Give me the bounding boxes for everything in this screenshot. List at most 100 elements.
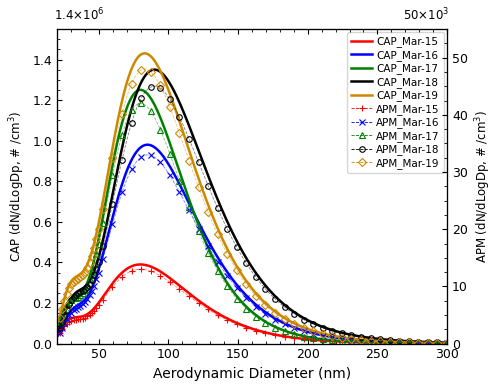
CAP_Mar-16 [123,171,129,175]
APM_Mar-19 [80,273,86,277]
CAP_Mar-19 [155,64,161,69]
CAP_Mar-18 [54,332,60,337]
Legend: CAP_Mar-15, CAP_Mar-16, CAP_Mar-17, CAP_Mar-18, CAP_Mar-19, APM_Mar-15, APM_Mar-: CAP_Mar-15, CAP_Mar-16, CAP_Mar-17, CAP_… [347,32,444,173]
APM_Mar-16 [56,330,62,335]
Line: APM_Mar-18: APM_Mar-18 [57,84,450,345]
Line: CAP_Mar-16: CAP_Mar-16 [57,145,447,343]
CAP_Mar-18 [123,128,129,133]
CAP_Mar-16 [231,279,237,284]
CAP_Mar-15 [54,333,60,338]
Y-axis label: CAP (dN/dLogDp, # /cm$^3$): CAP (dN/dLogDp, # /cm$^3$) [7,111,26,262]
APM_Mar-17 [119,132,125,137]
CAP_Mar-19 [315,330,321,334]
CAP_Mar-19 [284,317,290,322]
Line: CAP_Mar-15: CAP_Mar-15 [57,265,447,343]
CAP_Mar-19 [444,341,450,345]
APM_Mar-18 [80,289,86,293]
Y-axis label: APM (dN/dLogDp, # /cm$^3$): APM (dN/dLogDp, # /cm$^3$) [474,110,493,263]
CAP_Mar-19 [54,324,60,329]
APM_Mar-16 [444,341,450,346]
APM_Mar-17 [444,341,450,346]
APM_Mar-17 [56,319,62,324]
CAP_Mar-15 [155,268,161,272]
CAP_Mar-16 [444,341,450,346]
CAP_Mar-19 [231,260,237,264]
Line: CAP_Mar-19: CAP_Mar-19 [57,53,447,343]
CAP_Mar-15 [123,267,129,272]
CAP_Mar-17 [231,290,237,295]
APM_Mar-15 [119,275,125,279]
APM_Mar-18 [86,282,92,286]
APM_Mar-17 [80,291,86,295]
CAP_Mar-15 [231,319,237,324]
APM_Mar-16 [434,341,440,345]
APM_Mar-19 [86,261,92,265]
Text: 1.4×10$^6$: 1.4×10$^6$ [54,7,104,24]
CAP_Mar-17 [54,327,60,332]
X-axis label: Aerodynamic Diameter (nm): Aerodynamic Diameter (nm) [153,367,351,381]
APM_Mar-16 [70,308,76,313]
APM_Mar-17 [138,101,144,106]
CAP_Mar-17 [284,329,290,334]
APM_Mar-16 [86,293,92,298]
CAP_Mar-16 [155,148,161,152]
APM_Mar-19 [138,68,144,72]
APM_Mar-17 [70,296,76,301]
APM_Mar-17 [396,341,402,345]
CAP_Mar-18 [315,323,321,327]
Line: APM_Mar-15: APM_Mar-15 [56,266,450,347]
APM_Mar-19 [56,315,62,320]
CAP_Mar-18 [348,333,354,337]
CAP_Mar-17 [123,108,129,113]
APM_Mar-19 [70,279,76,284]
APM_Mar-16 [148,153,154,158]
CAP_Mar-18 [155,68,161,73]
APM_Mar-18 [444,340,450,345]
APM_Mar-19 [119,112,125,116]
CAP_Mar-17 [444,341,450,346]
CAP_Mar-17 [155,109,161,114]
CAP_Mar-17 [315,336,321,341]
APM_Mar-16 [396,340,402,345]
APM_Mar-18 [396,338,402,343]
APM_Mar-19 [396,340,402,345]
APM_Mar-19 [434,341,440,345]
CAP_Mar-19 [123,83,129,88]
APM_Mar-18 [148,85,154,89]
CAP_Mar-17 [348,340,354,344]
CAP_Mar-18 [152,67,158,72]
Line: APM_Mar-17: APM_Mar-17 [57,100,450,346]
APM_Mar-18 [434,340,440,345]
CAP_Mar-16 [348,337,354,342]
APM_Mar-15 [138,267,144,272]
APM_Mar-18 [119,157,125,162]
CAP_Mar-15 [348,340,354,345]
Line: APM_Mar-16: APM_Mar-16 [56,152,450,347]
CAP_Mar-18 [444,340,450,345]
APM_Mar-16 [119,190,125,195]
CAP_Mar-16 [315,332,321,337]
APM_Mar-19 [444,341,450,345]
CAP_Mar-18 [231,234,237,238]
APM_Mar-18 [56,326,62,331]
APM_Mar-15 [56,330,62,335]
Line: CAP_Mar-18: CAP_Mar-18 [57,69,447,343]
CAP_Mar-15 [444,341,450,346]
APM_Mar-17 [86,277,92,282]
APM_Mar-15 [434,341,440,346]
CAP_Mar-19 [142,51,148,55]
Line: APM_Mar-19: APM_Mar-19 [57,67,450,346]
APM_Mar-17 [434,341,440,346]
APM_Mar-15 [86,313,92,317]
CAP_Mar-16 [54,334,60,339]
Line: CAP_Mar-17: CAP_Mar-17 [57,90,447,343]
APM_Mar-15 [80,316,86,321]
APM_Mar-16 [80,302,86,307]
CAP_Mar-15 [284,334,290,339]
CAP_Mar-18 [284,305,290,310]
CAP_Mar-15 [315,338,321,343]
CAP_Mar-17 [138,88,143,92]
APM_Mar-15 [396,341,402,345]
CAP_Mar-15 [138,262,143,267]
CAP_Mar-19 [348,336,354,341]
